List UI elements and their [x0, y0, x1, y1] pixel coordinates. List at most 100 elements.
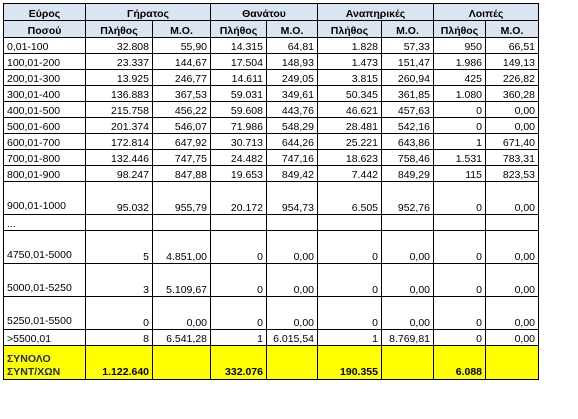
avg-cell: 0,00: [485, 230, 539, 264]
avg-cell: 144,67: [152, 53, 211, 70]
count-cell: 201.374: [85, 117, 153, 134]
count-cell: 0: [317, 296, 382, 330]
count-cell: 425: [433, 69, 486, 86]
avg-cell: 643,86: [381, 133, 434, 150]
table-row: 800,01-900 98.247 847,88 19.653 849,42 7.442 8…: [3, 165, 539, 182]
avg-cell: 457,63: [381, 101, 434, 118]
avg-cell: 8.769,81: [381, 329, 434, 346]
count-cell: 18.623: [317, 149, 382, 166]
avg-cell: [152, 214, 211, 231]
avg-cell: 0,00: [485, 117, 539, 134]
count-cell: 3.815: [317, 69, 382, 86]
avg-header: Μ.Ο.: [381, 20, 434, 38]
count-cell: 98.247: [85, 165, 153, 182]
avg-cell: 55,90: [152, 37, 211, 54]
count-cell: 46.621: [317, 101, 382, 118]
count-cell: 0: [433, 117, 486, 134]
avg-cell: 6.541,28: [152, 329, 211, 346]
count-cell: 0: [433, 181, 486, 215]
range-cell: 800,01-900: [3, 165, 86, 182]
avg-cell: 955,79: [152, 181, 211, 215]
table-row: 900,01-1000 95.032 955,79 20.172 954,73 6.505…: [3, 181, 539, 215]
count-cell: 0: [317, 263, 382, 297]
avg-cell: 4.851,00: [152, 230, 211, 264]
avg-cell: [381, 214, 434, 231]
avg-cell: 443,76: [266, 101, 318, 118]
range-header-2: Ποσού: [3, 20, 86, 38]
avg-header: Μ.Ο.: [152, 20, 211, 38]
table-row: 100,01-200 23.337 144,67 17.504 148,93 1.473 1…: [3, 53, 539, 70]
count-header: Πλήθος: [433, 20, 486, 38]
count-cell: 0: [433, 296, 486, 330]
avg-cell: 0,00: [381, 296, 434, 330]
totals-row: ΣΥΝΟΛΟ ΣΥΝΤ/ΧΩΝ 1.122.640 332.076 190.355 6.0…: [3, 345, 539, 380]
avg-cell: 0,00: [485, 296, 539, 330]
group-header-disability: Αναπηρικές: [317, 3, 434, 21]
count-cell: 950: [433, 37, 486, 54]
avg-cell: 149,13: [485, 53, 539, 70]
count-cell: 23.337: [85, 53, 153, 70]
pension-table: Εύρος Γήρατος Θανάτου Αναπηρικές Λοιπές …: [3, 3, 539, 380]
table-row: 4750,01-5000 5 4.851,00 0 0,00 0 0,00 0 0,00: [3, 230, 539, 264]
count-cell: 30.713: [210, 133, 267, 150]
count-cell: 1: [210, 329, 267, 346]
totals-label-line-1: ΣΥΝΟΛΟ: [7, 353, 51, 365]
avg-cell: 260,94: [381, 69, 434, 86]
count-cell: 13.925: [85, 69, 153, 86]
count-cell: 5: [85, 230, 153, 264]
totals-label: ΣΥΝΟΛΟ ΣΥΝΤ/ΧΩΝ: [3, 345, 86, 380]
avg-cell: 0,00: [485, 329, 539, 346]
range-cell: 5000,01-5250: [3, 263, 86, 297]
count-cell: 14.611: [210, 69, 267, 86]
total-cell: [152, 345, 211, 380]
avg-cell: 226,82: [485, 69, 539, 86]
avg-cell: 647,92: [152, 133, 211, 150]
group-header-other: Λοιπές: [433, 3, 539, 21]
range-header: Εύρος: [3, 3, 86, 21]
group-header-old-age: Γήρατος: [85, 3, 211, 21]
count-cell: 8: [85, 329, 153, 346]
total-cell: 6.088: [433, 345, 486, 380]
avg-cell: 0,00: [266, 296, 318, 330]
count-cell: 7.442: [317, 165, 382, 182]
avg-cell: 758,46: [381, 149, 434, 166]
count-cell: 59.608: [210, 101, 267, 118]
count-cell: 24.482: [210, 149, 267, 166]
avg-header: Μ.Ο.: [485, 20, 539, 38]
range-cell: 0,01-100: [3, 37, 86, 54]
range-cell: 900,01-1000: [3, 181, 86, 215]
avg-cell: [266, 214, 318, 231]
total-cell: 190.355: [317, 345, 382, 380]
range-cell: 200,01-300: [3, 69, 86, 86]
count-cell: [210, 214, 267, 231]
total-cell: [266, 345, 318, 380]
avg-cell: 5.109,67: [152, 263, 211, 297]
count-cell: 0: [433, 101, 486, 118]
avg-cell: 849,42: [266, 165, 318, 182]
count-cell: 25.221: [317, 133, 382, 150]
count-cell: 0: [433, 230, 486, 264]
header-row-measures: Ποσού Πλήθος Μ.Ο. Πλήθος Μ.Ο. Πλήθος Μ.Ο…: [3, 20, 539, 38]
totals-label-line-2: ΣΥΝΤ/ΧΩΝ: [7, 366, 61, 378]
avg-cell: 6.015,54: [266, 329, 318, 346]
count-cell: 1.986: [433, 53, 486, 70]
count-cell: 132.446: [85, 149, 153, 166]
total-cell: [381, 345, 434, 380]
header-row-groups: Εύρος Γήρατος Θανάτου Αναπηρικές Λοιπές: [3, 3, 539, 21]
table-row: 200,01-300 13.925 246,77 14.611 249,05 3.815 2…: [3, 69, 539, 86]
table-row: 5000,01-5250 3 5.109,67 0 0,00 0 0,00 0 0,00: [3, 263, 539, 297]
count-cell: 14.315: [210, 37, 267, 54]
avg-cell: 542,16: [381, 117, 434, 134]
table-row: >5500,01 8 6.541,28 1 6.015,54 1 8.769,81 0 0,00: [3, 329, 539, 346]
avg-cell: 747,16: [266, 149, 318, 166]
count-cell: 215.758: [85, 101, 153, 118]
table-row: 700,01-800 132.446 747,75 24.482 747,16 18.62…: [3, 149, 539, 166]
count-cell: [433, 214, 486, 231]
avg-cell: 954,73: [266, 181, 318, 215]
count-cell: 6.505: [317, 181, 382, 215]
range-cell: 500,01-600: [3, 117, 86, 134]
avg-cell: 148,93: [266, 53, 318, 70]
count-cell: 1: [317, 329, 382, 346]
count-cell: 1.473: [317, 53, 382, 70]
avg-cell: 246,77: [152, 69, 211, 86]
